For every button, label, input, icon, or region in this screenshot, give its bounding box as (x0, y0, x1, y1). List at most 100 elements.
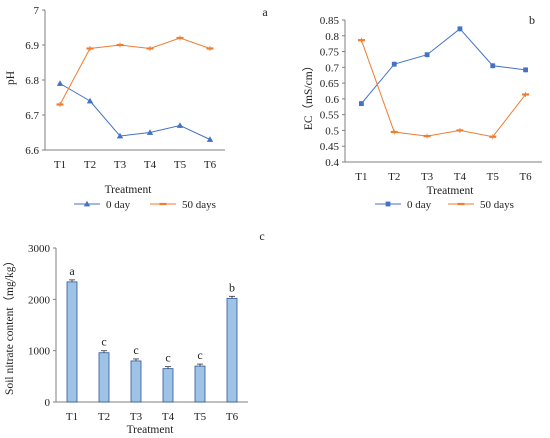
bar (98, 352, 110, 403)
y-tick-label: 0.75 (320, 47, 340, 59)
data-point (390, 130, 398, 134)
series-line (360, 40, 526, 138)
panel-label: b (529, 13, 535, 27)
data-point (423, 135, 431, 138)
y-tick-label: 0.6 (325, 94, 339, 106)
series-day50 (357, 37, 530, 140)
bar (162, 368, 174, 403)
data-point (206, 47, 214, 50)
y-tick-label: 6.6 (25, 145, 39, 157)
series-day50 (56, 35, 214, 107)
significance-letter: c (101, 335, 106, 349)
x-axis-title: Treatment (105, 184, 153, 196)
x-tick-label: T4 (144, 159, 157, 171)
y-tick-label: 7 (34, 5, 40, 17)
legend-item: 0 day (375, 199, 432, 211)
legend-label: 0 day (407, 199, 432, 211)
x-tick-label: T4 (454, 171, 467, 183)
data-point (424, 52, 430, 58)
y-tick-label: 0.45 (320, 141, 340, 153)
bar (194, 365, 206, 403)
y-tick-label: 0.7 (325, 62, 339, 74)
y-tick-label: 0.5 (325, 125, 339, 137)
legend-item: 0 day (74, 199, 131, 211)
data-point (86, 97, 94, 104)
data-point (56, 80, 64, 86)
data-point (146, 129, 154, 135)
data-point (206, 136, 214, 142)
series-day0 (359, 26, 528, 107)
y-axis-title: pH (5, 71, 17, 85)
x-tick-label: T3 (114, 159, 127, 171)
data-point (489, 135, 497, 138)
y-tick-label: 0.55 (320, 110, 340, 122)
y-axis-title: EC（mS/cm） (302, 60, 315, 130)
series-line (361, 28, 526, 104)
data-point (146, 47, 154, 50)
data-point (457, 26, 463, 32)
legend-marker (159, 202, 167, 206)
y-tick-label: 2000 (28, 294, 51, 306)
y-tick-label: 0.65 (320, 78, 340, 90)
x-tick-label: T1 (66, 411, 78, 423)
legend-marker (83, 200, 91, 207)
x-tick-label: T6 (226, 411, 239, 423)
data-point (490, 63, 496, 69)
legend-label: 50 days (182, 199, 216, 211)
x-tick-label: T5 (174, 159, 187, 171)
significance-letter: a (69, 264, 75, 278)
x-axis-title: Treatment (127, 424, 175, 436)
y-axis-title: Soil nitrate content（mg/kg） (3, 255, 16, 395)
bar (66, 281, 78, 403)
x-tick-label: T4 (162, 411, 175, 423)
x-tick-label: T2 (388, 171, 400, 183)
data-point (56, 103, 64, 106)
panel-b: 0.4 0.45 0.5 0.55 0.6 0.65 0.7 0.75 0.8 0.85 T1 T2 T… (302, 13, 542, 211)
legend-item: 50 days (150, 199, 216, 211)
significance-letter: c (197, 348, 202, 362)
y-tick-label: 6.7 (25, 110, 39, 122)
x-tick-label: T1 (355, 171, 367, 183)
y-tick-label: 3000 (28, 243, 51, 255)
y-tick-label: 0.8 (325, 31, 339, 43)
series-line (59, 37, 211, 105)
data-point (522, 93, 530, 96)
x-axis-title: Treatment (427, 185, 475, 197)
significance-letter: c (165, 351, 170, 365)
data-point (357, 39, 365, 42)
legend-marker (385, 201, 391, 207)
significance-letter: c (133, 343, 138, 357)
bar (130, 360, 142, 403)
y-tick-label: 0 (45, 397, 51, 409)
y-tick-label: 0.4 (325, 157, 339, 169)
panel-a: 6.6 6.7 6.8 6.9 7 T1 T2 T3 T4 T5 T6 Treatment pH a 0 d… (5, 5, 268, 211)
bar (226, 297, 238, 403)
data-point (86, 47, 94, 50)
data-point (523, 67, 528, 73)
panel-c: 0 1000 2000 3000 T1 T2 T3 T4 T5 T6 Treatment Soil n… (3, 229, 265, 436)
data-point (116, 132, 124, 139)
legend-label: 50 days (480, 199, 514, 211)
legend-marker (457, 202, 465, 206)
data-point (391, 61, 397, 67)
panel-label: c (259, 229, 264, 243)
series-line (59, 83, 211, 140)
x-tick-label: T3 (130, 411, 143, 423)
legend-item: 50 days (448, 199, 514, 211)
data-point (359, 101, 364, 107)
x-tick-label: T5 (487, 171, 500, 183)
y-tick-label: 6.9 (25, 40, 39, 52)
legend-label: 0 day (106, 199, 131, 211)
y-tick-label: 0.85 (320, 15, 340, 27)
x-tick-label: T1 (54, 159, 66, 171)
y-tick-label: 6.8 (25, 75, 39, 87)
data-point (176, 122, 184, 128)
data-point (116, 43, 124, 47)
x-tick-label: T6 (204, 159, 217, 171)
data-point (456, 129, 464, 132)
x-tick-label: T6 (519, 171, 532, 183)
x-tick-label: T2 (84, 159, 96, 171)
y-tick-label: 1000 (28, 346, 51, 358)
significance-letter: b (229, 280, 235, 294)
